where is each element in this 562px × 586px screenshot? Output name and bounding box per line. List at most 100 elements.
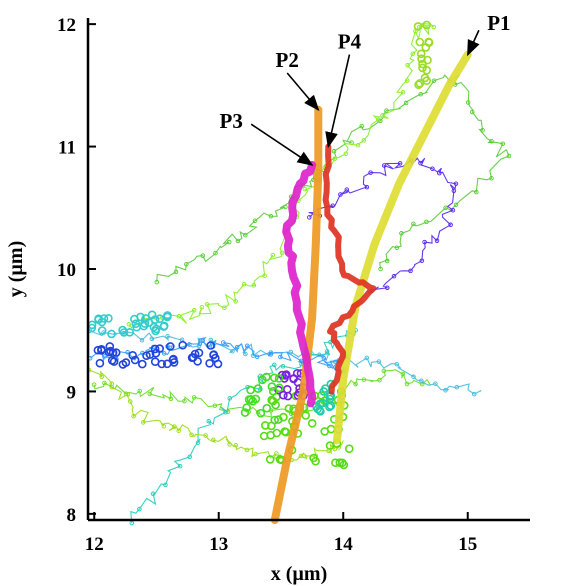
trace-point	[419, 378, 424, 383]
trace-point	[244, 343, 250, 349]
cluster-point-0	[138, 359, 147, 369]
cluster-point-0	[121, 358, 131, 367]
trace-point	[270, 252, 276, 258]
trace-point	[222, 305, 227, 310]
trace-point	[227, 442, 232, 447]
trace-point	[474, 189, 479, 195]
y-tick-label: 9	[67, 382, 77, 403]
trace-point	[355, 142, 361, 148]
trace-point	[244, 447, 250, 453]
cluster-point-5	[415, 37, 425, 47]
cluster-point-2	[301, 411, 311, 420]
trace-point	[418, 91, 423, 97]
trace-point	[253, 451, 258, 457]
trace-point	[184, 262, 189, 267]
y-tick-label: 11	[58, 138, 76, 159]
trace-point	[394, 361, 400, 367]
trace-point	[411, 221, 416, 227]
trace-point	[200, 253, 206, 258]
trace-point	[280, 364, 286, 369]
cluster-point-0	[107, 356, 117, 365]
trace-point	[378, 266, 383, 272]
annotation-label-p3: P3	[220, 109, 243, 133]
x-tick-label: 12	[85, 534, 104, 555]
cluster-point-0	[145, 350, 155, 359]
cluster-point-1	[97, 326, 107, 335]
trace-point	[353, 381, 358, 387]
cluster-point-1	[125, 327, 134, 337]
trace-point	[235, 238, 241, 244]
trace-point	[168, 396, 174, 402]
trace-point	[361, 377, 367, 382]
cluster-point-1	[104, 313, 113, 323]
cluster-point-1	[141, 314, 151, 323]
annotation-label-p1: P1	[487, 11, 510, 35]
path-p4	[322, 143, 377, 395]
path-p1	[333, 50, 472, 445]
trace-point	[450, 207, 456, 213]
trace-point	[172, 424, 177, 429]
x-tick-label: 15	[458, 534, 477, 555]
trace-point	[307, 215, 312, 220]
background-trace-7	[88, 369, 344, 463]
cluster-point-5	[418, 63, 427, 73]
trace-point	[381, 163, 387, 168]
cluster-point-2	[331, 458, 340, 468]
trace-point	[431, 78, 437, 83]
cluster-point-3	[283, 391, 293, 401]
cluster-point-3	[292, 368, 302, 378]
trace-point	[418, 160, 423, 166]
y-tick-label: 10	[57, 260, 76, 281]
trace-point	[252, 218, 258, 223]
cluster-point-4	[256, 408, 266, 418]
trace-point	[471, 391, 477, 397]
trace-point	[211, 437, 216, 443]
trace-point	[400, 90, 406, 95]
trace-point	[385, 285, 390, 291]
cluster-point-1	[131, 319, 141, 329]
trace-point	[163, 482, 168, 488]
trace-point	[404, 78, 410, 83]
trace-point	[161, 351, 167, 356]
trace-point	[233, 299, 238, 304]
trace-point	[405, 63, 410, 68]
trace-point	[288, 349, 294, 355]
cluster-point-1	[107, 329, 116, 339]
highlighted-paths	[270, 50, 472, 524]
y-tick-label: 12	[57, 15, 76, 36]
cluster-point-0	[93, 345, 103, 355]
x-axis-title: x (µm)	[271, 563, 328, 585]
trace-point	[212, 403, 218, 408]
cluster-point-4	[267, 382, 277, 391]
trace-point	[431, 24, 437, 30]
trace-point	[489, 138, 494, 144]
trace-point	[278, 354, 283, 360]
trace-point	[241, 281, 247, 287]
trace-point	[394, 245, 400, 250]
cluster-point-1	[151, 324, 161, 334]
cluster-point-0	[150, 357, 160, 367]
trace-point	[199, 304, 205, 310]
cluster-point-4	[268, 386, 278, 396]
cluster-point-0	[168, 355, 178, 365]
trace-point	[451, 188, 457, 194]
trace-point	[187, 342, 192, 347]
cluster-point-2	[339, 460, 349, 470]
x-tick-label: 13	[209, 534, 228, 555]
trace-point	[149, 336, 155, 342]
trace-point	[344, 187, 350, 192]
trace-point	[268, 214, 274, 219]
trace-point	[243, 232, 248, 238]
trace-point	[176, 314, 182, 319]
trace-point	[437, 170, 442, 176]
trace-point	[182, 398, 187, 404]
cluster-point-1	[130, 314, 139, 324]
trace-point	[203, 433, 208, 438]
cluster-point-2	[320, 427, 330, 436]
cluster-point-4	[269, 373, 279, 383]
annotation-arrow-p1	[467, 29, 480, 57]
trace-point	[154, 279, 160, 285]
x-tick-label: 14	[334, 534, 354, 555]
trace-point	[298, 453, 304, 459]
